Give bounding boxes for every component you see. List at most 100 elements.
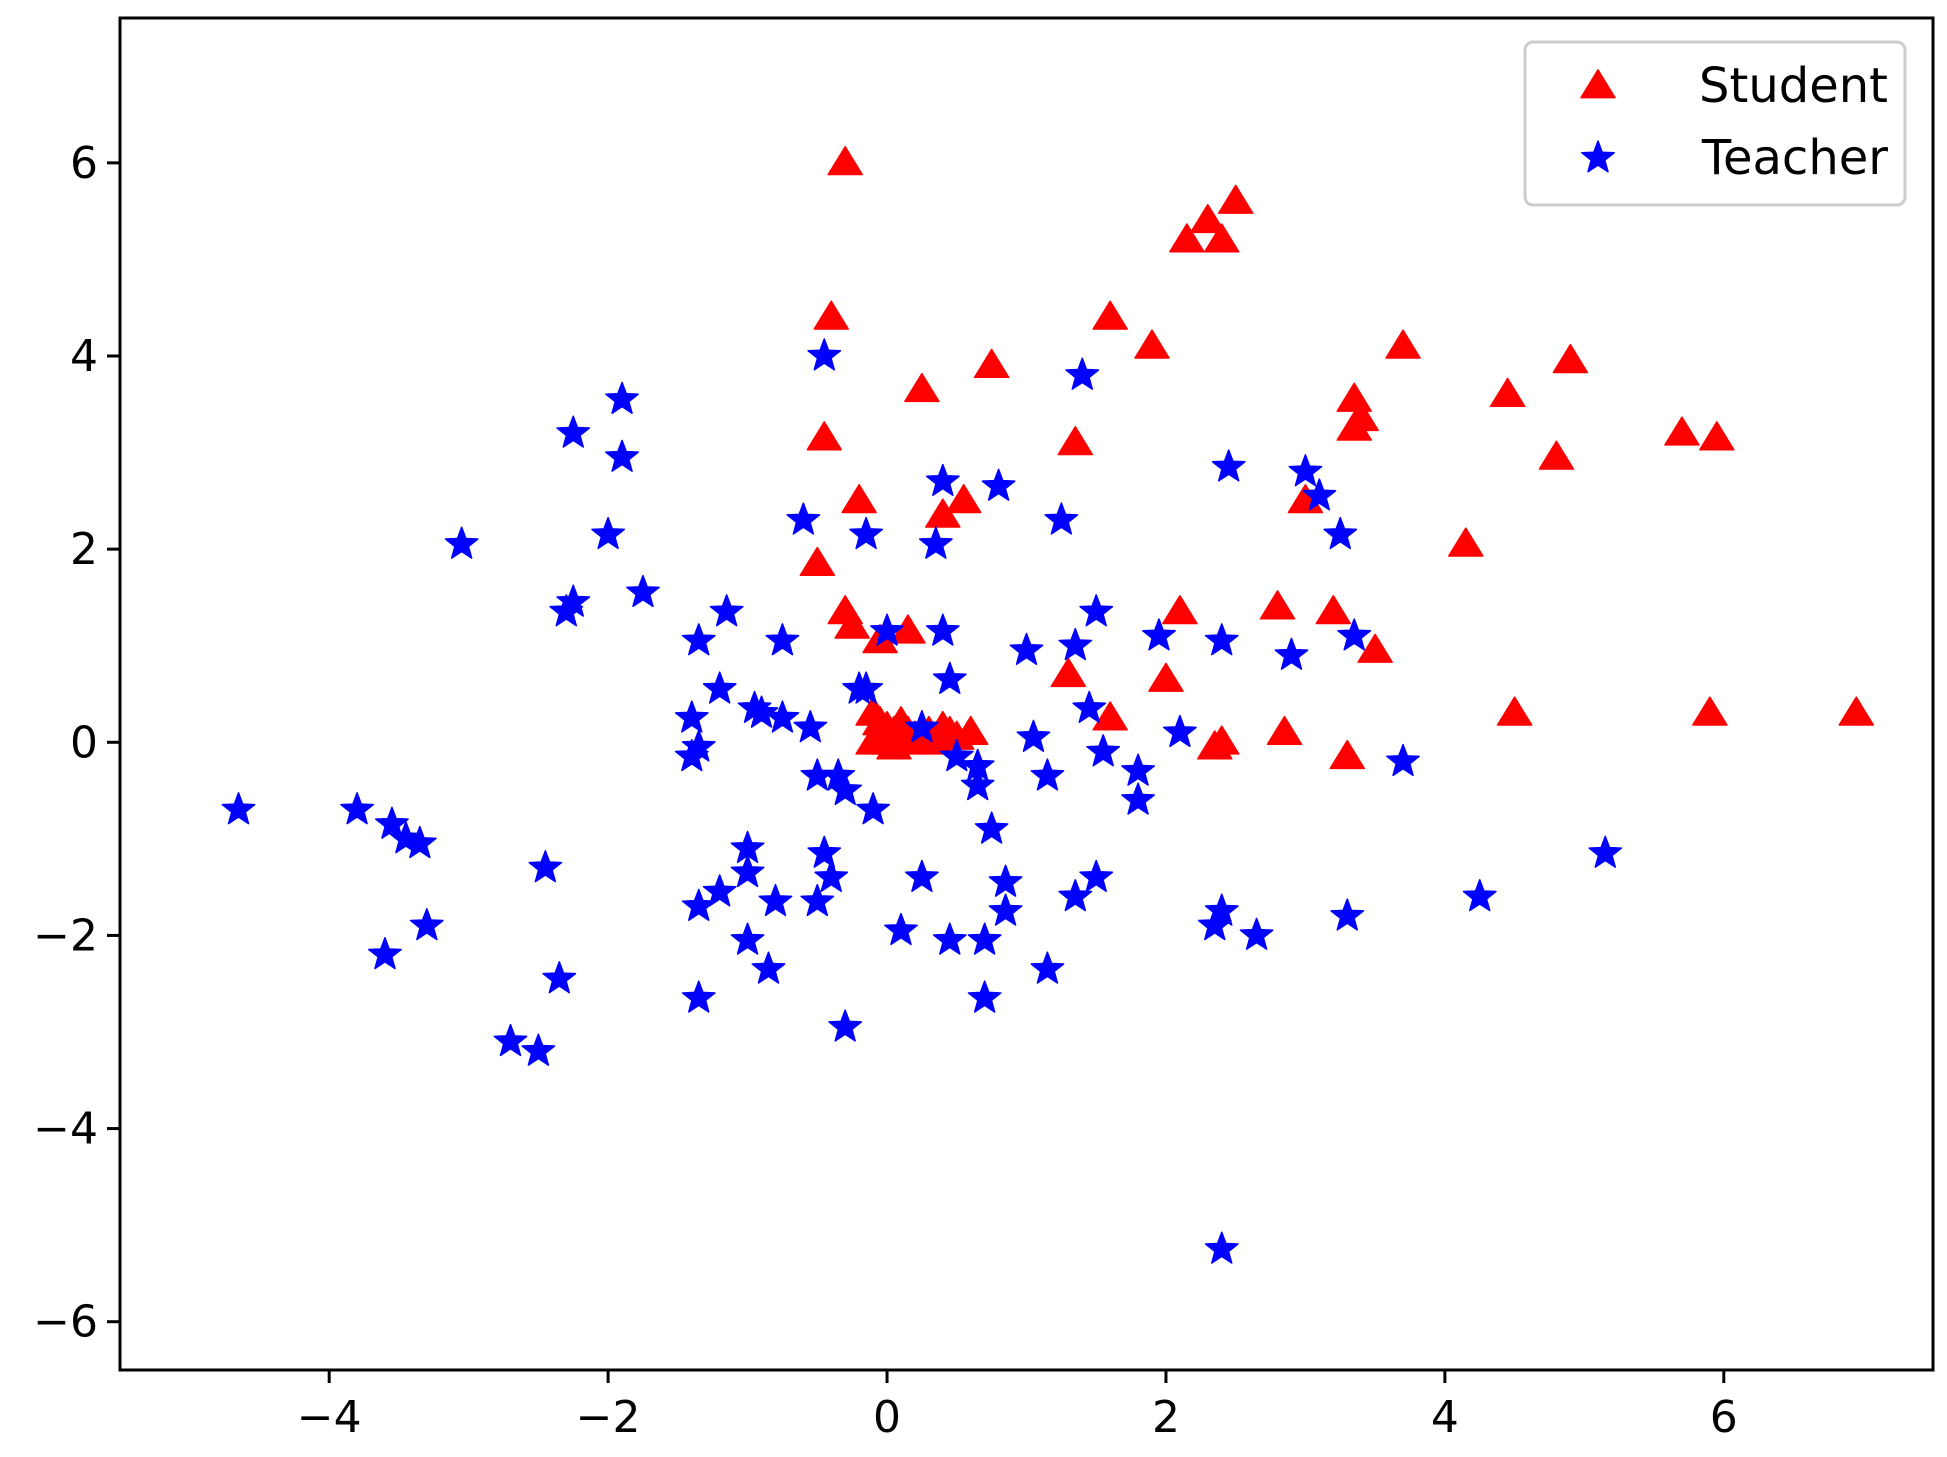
- teacher-point: [409, 908, 444, 941]
- teacher-point: [744, 695, 779, 728]
- student-point: [1190, 203, 1226, 234]
- y-axis: −6 −4 −2 0 2 4 6: [33, 138, 120, 1348]
- teacher-point: [849, 516, 884, 550]
- student-point: [1664, 416, 1700, 446]
- teacher-point: [814, 859, 849, 892]
- x-axis: −4 −2 0 2 4 6: [297, 1370, 1738, 1443]
- plot-markers: [221, 145, 1875, 1264]
- student-point: [1162, 595, 1198, 625]
- teacher-legend-label: Teacher: [1701, 130, 1888, 186]
- teacher-point: [793, 710, 828, 743]
- student-point: [1357, 633, 1393, 663]
- student-point: [799, 546, 836, 577]
- student-point: [1448, 527, 1484, 557]
- student-point: [945, 483, 982, 514]
- teacher-point: [1302, 478, 1337, 511]
- student-point: [1385, 329, 1421, 359]
- teacher-point: [1121, 753, 1155, 786]
- teacher-point: [730, 922, 765, 955]
- y-tick-label: −4: [33, 1104, 98, 1155]
- teacher-point: [702, 874, 737, 907]
- teacher-point: [1065, 357, 1100, 390]
- teacher-point: [988, 864, 1023, 897]
- legend: Student Teacher: [1523, 40, 1907, 207]
- student-legend-label: Student: [1699, 58, 1888, 114]
- teacher-point: [988, 893, 1023, 926]
- teacher-point: [1162, 714, 1197, 748]
- teacher-point: [1142, 618, 1176, 651]
- teacher-point: [1016, 719, 1051, 752]
- student-point: [904, 372, 940, 403]
- teacher-point: [1086, 734, 1121, 767]
- student-series: [799, 145, 1875, 770]
- x-tick-label: 6: [1710, 1392, 1738, 1443]
- teacher-point: [884, 912, 918, 946]
- student-point: [1050, 657, 1087, 688]
- teacher-point: [1121, 782, 1155, 815]
- y-tick-label: 2: [70, 524, 98, 575]
- teacher-point: [1337, 618, 1372, 651]
- teacher-point: [1330, 898, 1365, 931]
- teacher-point: [444, 526, 479, 559]
- teacher-point: [904, 859, 939, 892]
- teacher-point: [918, 526, 953, 559]
- teacher-point: [765, 700, 800, 733]
- teacher-point: [758, 883, 793, 917]
- teacher-point: [925, 613, 960, 646]
- teacher-point: [605, 439, 639, 472]
- teacher-point: [1323, 516, 1358, 550]
- student-point: [1266, 715, 1303, 746]
- student-point: [806, 421, 843, 451]
- teacher-point: [605, 381, 639, 414]
- student-point: [1552, 343, 1589, 374]
- student-point: [813, 300, 850, 330]
- teacher-point: [528, 850, 563, 883]
- teacher-point: [751, 951, 786, 984]
- student-point: [925, 498, 961, 528]
- teacher-point: [807, 338, 842, 371]
- y-tick-label: 6: [70, 138, 98, 189]
- teacher-point: [960, 767, 995, 801]
- teacher-point: [1386, 743, 1420, 777]
- teacher-point: [1079, 594, 1114, 627]
- student-point: [1838, 696, 1875, 726]
- student-point: [1092, 300, 1128, 330]
- teacher-point: [402, 825, 437, 859]
- teacher-point: [981, 468, 1016, 501]
- teacher-point: [800, 883, 835, 917]
- student-point: [973, 348, 1010, 379]
- teacher-point: [967, 980, 1002, 1013]
- teacher-point: [932, 922, 967, 955]
- teacher-point: [828, 1009, 863, 1042]
- teacher-point: [1030, 951, 1065, 984]
- student-point: [1197, 730, 1233, 760]
- teacher-point: [674, 700, 709, 733]
- teacher-point: [556, 415, 591, 448]
- student-point: [827, 145, 863, 176]
- student-point: [1204, 223, 1240, 253]
- teacher-point: [549, 594, 584, 627]
- teacher-point: [1274, 637, 1309, 670]
- teacher-legend-marker: [1581, 140, 1615, 173]
- teacher-point: [870, 613, 904, 646]
- y-tick-label: −2: [33, 910, 98, 961]
- student-point: [1336, 382, 1372, 412]
- teacher-point: [786, 502, 821, 535]
- x-tick-label: −4: [297, 1392, 362, 1443]
- y-tick-label: −6: [33, 1297, 98, 1348]
- teacher-point: [856, 792, 891, 825]
- teacher-point: [1239, 917, 1274, 950]
- student-point: [841, 483, 877, 514]
- teacher-point: [681, 623, 716, 656]
- student-point: [932, 715, 968, 746]
- student-point: [1169, 223, 1205, 253]
- teacher-point: [1009, 632, 1044, 666]
- student-point: [1538, 440, 1575, 470]
- teacher-point: [542, 961, 577, 994]
- student-legend-marker: [1580, 69, 1616, 99]
- student-point: [834, 609, 870, 639]
- student-point: [1134, 329, 1170, 359]
- teacher-point: [340, 792, 374, 825]
- teacher-point: [967, 922, 1002, 955]
